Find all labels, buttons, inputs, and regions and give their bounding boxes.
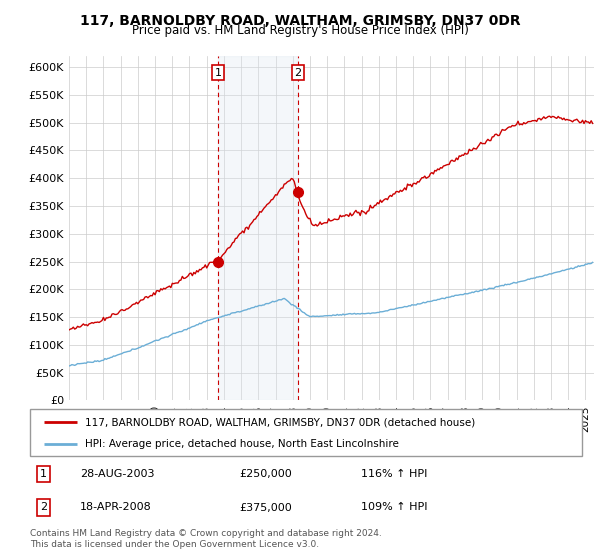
Text: 18-APR-2008: 18-APR-2008 xyxy=(80,502,151,512)
Text: 28-AUG-2003: 28-AUG-2003 xyxy=(80,469,154,479)
Text: Contains HM Land Registry data © Crown copyright and database right 2024.
This d: Contains HM Land Registry data © Crown c… xyxy=(30,529,382,549)
Text: 109% ↑ HPI: 109% ↑ HPI xyxy=(361,502,428,512)
FancyBboxPatch shape xyxy=(30,409,582,456)
Text: 117, BARNOLDBY ROAD, WALTHAM, GRIMSBY, DN37 0DR (detached house): 117, BARNOLDBY ROAD, WALTHAM, GRIMSBY, D… xyxy=(85,417,475,427)
Text: 1: 1 xyxy=(215,68,221,78)
Bar xyxy=(218,56,298,400)
Text: Price paid vs. HM Land Registry's House Price Index (HPI): Price paid vs. HM Land Registry's House … xyxy=(131,24,469,37)
Text: 116% ↑ HPI: 116% ↑ HPI xyxy=(361,469,428,479)
Text: 2: 2 xyxy=(295,68,301,78)
Text: HPI: Average price, detached house, North East Lincolnshire: HPI: Average price, detached house, Nort… xyxy=(85,439,399,449)
Text: £250,000: £250,000 xyxy=(240,469,293,479)
Text: 1: 1 xyxy=(40,469,47,479)
Text: 2: 2 xyxy=(40,502,47,512)
Text: 117, BARNOLDBY ROAD, WALTHAM, GRIMSBY, DN37 0DR: 117, BARNOLDBY ROAD, WALTHAM, GRIMSBY, D… xyxy=(80,14,520,28)
Text: £375,000: £375,000 xyxy=(240,502,293,512)
